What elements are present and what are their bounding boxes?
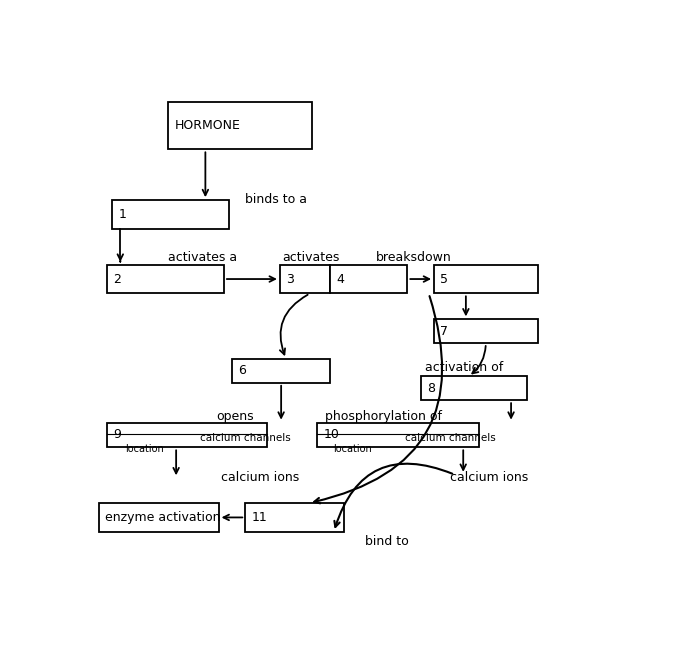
FancyBboxPatch shape	[434, 264, 538, 293]
Text: bind to: bind to	[365, 535, 409, 548]
Text: calcium channels: calcium channels	[200, 433, 291, 443]
Text: opens: opens	[216, 410, 254, 422]
Text: calcium ions: calcium ions	[222, 471, 300, 484]
Text: 9: 9	[113, 428, 121, 441]
Text: 8: 8	[427, 382, 435, 395]
FancyBboxPatch shape	[99, 503, 219, 532]
FancyBboxPatch shape	[113, 200, 229, 229]
FancyBboxPatch shape	[246, 503, 344, 532]
Text: 4: 4	[337, 273, 344, 286]
Text: breaksdown: breaksdown	[375, 251, 451, 264]
Text: location: location	[333, 444, 372, 454]
Text: activates a: activates a	[168, 251, 237, 264]
Text: location: location	[126, 444, 165, 454]
Text: calcium channels: calcium channels	[405, 433, 495, 443]
Text: 5: 5	[440, 273, 449, 286]
Text: activation of: activation of	[425, 361, 504, 375]
FancyBboxPatch shape	[317, 422, 479, 448]
Text: 1: 1	[119, 208, 127, 221]
Text: HORMONE: HORMONE	[174, 119, 240, 132]
FancyBboxPatch shape	[107, 422, 266, 448]
Text: 11: 11	[252, 511, 268, 524]
FancyBboxPatch shape	[280, 264, 330, 293]
FancyBboxPatch shape	[168, 103, 311, 150]
Text: 10: 10	[323, 428, 340, 441]
Text: binds to a: binds to a	[246, 193, 307, 206]
Text: 3: 3	[286, 273, 294, 286]
Text: calcium ions: calcium ions	[450, 471, 528, 484]
Text: enzyme activation: enzyme activation	[106, 511, 221, 524]
FancyBboxPatch shape	[232, 359, 330, 383]
Text: 2: 2	[113, 273, 121, 286]
Text: 6: 6	[238, 364, 246, 377]
FancyBboxPatch shape	[421, 377, 527, 400]
Text: phosphorylation of: phosphorylation of	[325, 410, 442, 422]
FancyBboxPatch shape	[434, 319, 538, 343]
Text: activates: activates	[283, 251, 340, 264]
FancyBboxPatch shape	[107, 264, 224, 293]
FancyBboxPatch shape	[330, 264, 407, 293]
Text: 7: 7	[440, 324, 449, 338]
